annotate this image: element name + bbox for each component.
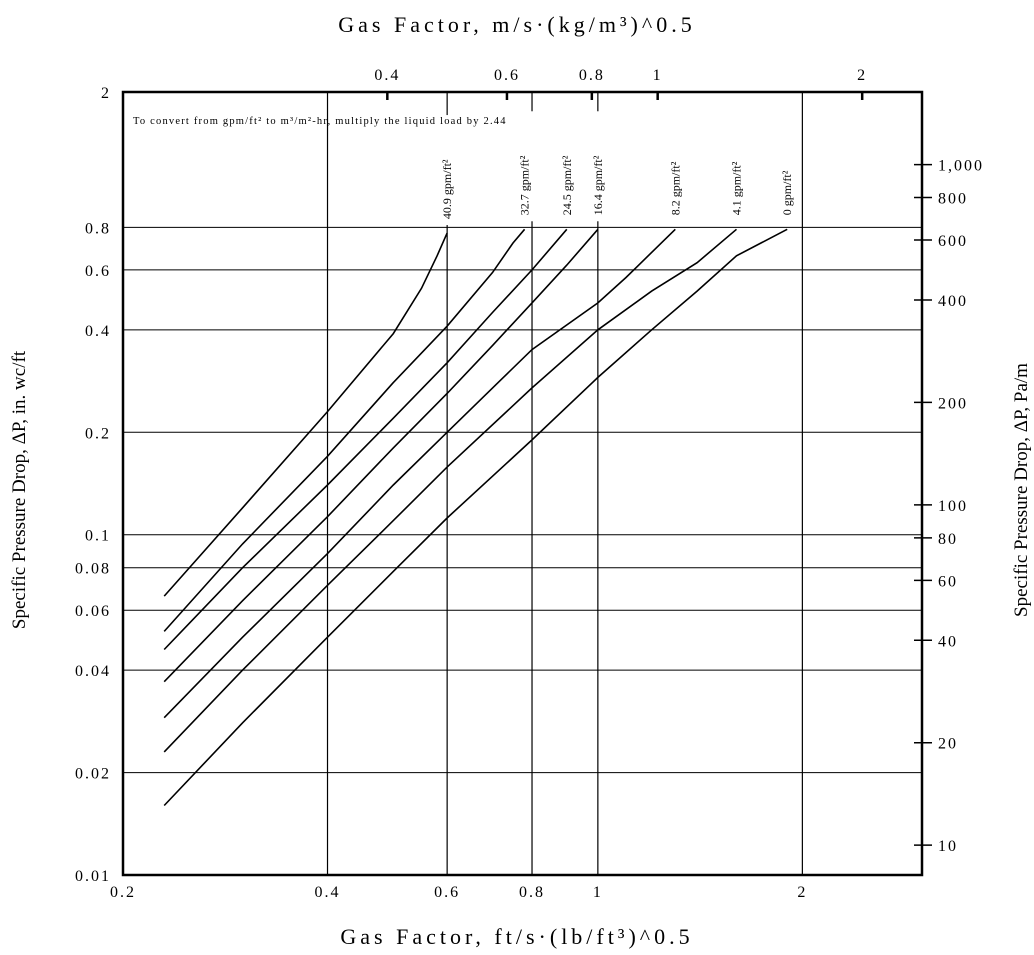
top-tick-label: 0.4 xyxy=(374,67,400,84)
series-labels: 40.9 gpm/ft² 32.7 gpm/ft² 24.5 gpm/ft² 16.4… xyxy=(438,111,797,226)
top-tick-label: 1 xyxy=(653,67,663,84)
right-tick-label: 600 xyxy=(938,233,968,250)
right-axis-title: Specific Pressure Drop, ΔP, Pa/m xyxy=(1011,363,1032,617)
series-curve xyxy=(163,228,568,651)
series-curve xyxy=(163,228,526,632)
left-tick-label: 0.02 xyxy=(75,766,111,783)
left-tick-label: 0.06 xyxy=(75,603,111,620)
right-tick-label: 1,000 xyxy=(938,158,984,175)
bottom-tick-label: 0.6 xyxy=(434,884,460,901)
series-label-background xyxy=(727,111,746,222)
left-tick-label: 0.01 xyxy=(75,868,111,885)
left-tick-label: 0.6 xyxy=(85,263,111,280)
left-tick-label: 0.04 xyxy=(75,663,111,680)
left-tick-label: 0.8 xyxy=(85,220,111,237)
bottom-tick-label: 0.2 xyxy=(110,884,136,901)
series-curve xyxy=(163,228,788,807)
series-curve xyxy=(163,228,599,683)
series-label: 32.7 gpm/ft² xyxy=(518,155,532,215)
series-label-background xyxy=(557,111,576,222)
series-label: 0 gpm/ft² xyxy=(780,170,794,215)
series-label-background xyxy=(666,111,685,222)
series-label-background xyxy=(515,111,534,222)
series-label-background xyxy=(778,111,797,222)
right-tick-label: 200 xyxy=(938,395,968,412)
series-label: 40.9 gpm/ft² xyxy=(440,159,454,219)
right-tick-label: 40 xyxy=(938,633,958,650)
top-tick-label: 0.8 xyxy=(579,67,605,84)
top-tick-label: 2 xyxy=(857,67,867,84)
right-tick-label: 80 xyxy=(938,531,958,548)
top-tick-label: 0.6 xyxy=(494,67,520,84)
conversion-note: To convert from gpm/ft² to m³/m²-hr, mul… xyxy=(133,116,507,127)
plot-frame xyxy=(121,90,924,877)
left-tick-label: 0.1 xyxy=(85,528,111,545)
right-tick-label: 400 xyxy=(938,293,968,310)
bottom-tick-label: 2 xyxy=(797,884,807,901)
bottom-axis-title: Gas Factor, ft/s·(lb/ft³)^0.5 xyxy=(340,924,693,949)
right-tick-label: 800 xyxy=(938,191,968,208)
right-tick-label: 20 xyxy=(938,736,958,753)
axis-ticks xyxy=(386,92,932,846)
right-tick-label: 100 xyxy=(938,498,968,515)
left-tick-label: 0.4 xyxy=(85,323,111,340)
data-curves xyxy=(163,228,788,807)
left-tick-label: 2 xyxy=(101,85,111,102)
series-label: 4.1 gpm/ft² xyxy=(730,161,744,215)
series-label: 16.4 gpm/ft² xyxy=(591,155,605,215)
series-curve xyxy=(163,228,676,719)
series-label-background xyxy=(438,115,457,226)
top-axis-title: Gas Factor, m/s·(kg/m³)^0.5 xyxy=(338,12,695,37)
bottom-tick-label: 0.8 xyxy=(519,884,545,901)
left-axis-title: Specific Pressure Drop, ΔP, in. wc/ft xyxy=(9,350,30,629)
left-tick-label: 0.08 xyxy=(75,561,111,578)
series-label: 24.5 gpm/ft² xyxy=(560,155,574,215)
right-tick-label: 10 xyxy=(938,838,958,855)
bottom-tick-label: 0.4 xyxy=(315,884,341,901)
series-curve xyxy=(163,228,738,753)
series-label: 8.2 gpm/ft² xyxy=(668,161,682,215)
right-tick-label: 60 xyxy=(938,573,958,590)
left-tick-label: 0.2 xyxy=(85,425,111,442)
tick-labels: 0.01 0.02 0.04 0.06 0.08 0.1 0.2 0.4 0.6 0.8 2 0.2 0… xyxy=(75,67,984,901)
series-curve xyxy=(163,232,448,597)
bottom-tick-label: 1 xyxy=(593,884,603,901)
series-label-background xyxy=(588,111,607,222)
